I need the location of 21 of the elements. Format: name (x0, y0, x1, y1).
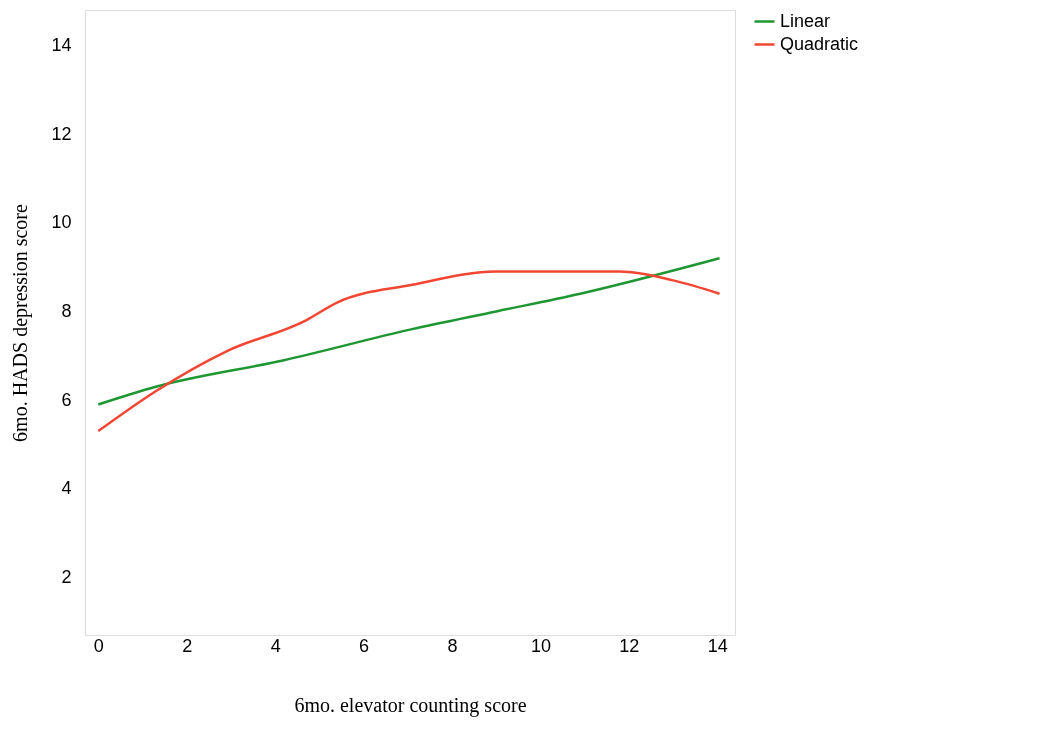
y-tick-label: 14 (51, 34, 72, 55)
x-tick-label: 14 (707, 635, 728, 656)
x-tick-label: 10 (530, 635, 551, 656)
legend-label: Linear (780, 10, 831, 31)
legend-label: Quadratic (780, 33, 859, 54)
x-axis-title: 6mo. elevator counting score (294, 693, 527, 717)
x-tick-label: 8 (447, 635, 458, 656)
y-tick-label: 6 (61, 389, 72, 410)
x-tick-label: 6 (359, 635, 370, 656)
y-tick-label: 10 (51, 212, 72, 233)
line-series (97, 256, 721, 406)
x-tick-label: 4 (270, 635, 281, 656)
y-axis-title: 6mo. HADS depression score (9, 204, 33, 442)
x-tick-label: 12 (619, 635, 640, 656)
line-series (97, 270, 721, 433)
x-tick-label: 0 (93, 635, 104, 656)
x-tick-label: 2 (182, 635, 193, 656)
y-tick-label: 12 (51, 123, 72, 144)
y-tick-label: 4 (61, 478, 72, 499)
y-tick-label: 2 (61, 566, 72, 587)
y-tick-label: 8 (61, 300, 72, 321)
